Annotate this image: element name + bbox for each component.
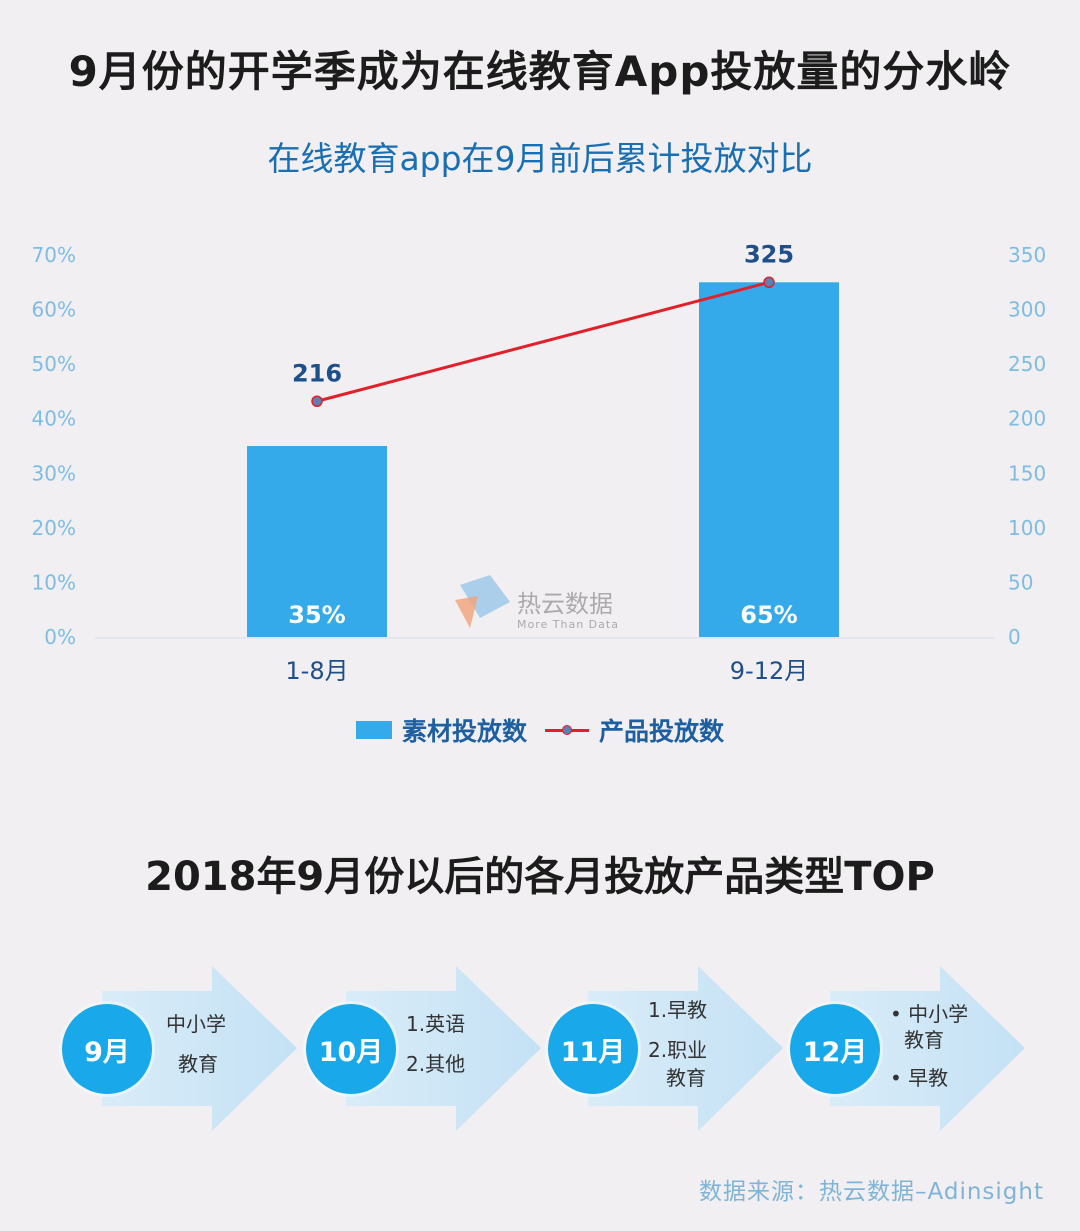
- step-text-line: 1.英语: [406, 1012, 466, 1036]
- bar-value-label: 65%: [740, 601, 797, 629]
- month-circle: 10月: [306, 1004, 396, 1094]
- left-tick-label: 40%: [32, 407, 76, 431]
- month-circle: 9月: [62, 1004, 152, 1094]
- line-value-label: 325: [744, 240, 794, 268]
- right-tick-label: 0: [1008, 625, 1021, 649]
- month-timeline: 9月 中小学 教育 10月 1.英语 2.其他 11月 1.早教 2.职业 教育 12月 • 中小学教…: [0, 966, 1080, 1136]
- left-tick-label: 20%: [32, 516, 76, 540]
- bar: [247, 446, 387, 637]
- watermark-logo-icon: [460, 575, 510, 618]
- x-tick-label: 1-8月: [285, 657, 348, 685]
- step-text-line: 1.早教: [648, 998, 708, 1022]
- arrow-shape: [830, 966, 1025, 1131]
- timeline-step: 10月 1.英语 2.其他: [306, 966, 546, 1131]
- right-tick-label: 250: [1008, 352, 1046, 376]
- section-title: 2018年9月份以后的各月投放产品类型TOP: [145, 854, 935, 900]
- chart-title: 在线教育app在9月前后累计投放对比: [267, 139, 813, 178]
- month-circle: 11月: [548, 1004, 638, 1094]
- watermark-logo-accent: [455, 596, 478, 628]
- left-tick-label: 30%: [32, 461, 76, 485]
- right-tick-label: 50: [1008, 570, 1033, 594]
- chart-legend: 素材投放数 产品投放数: [0, 712, 1080, 748]
- line-point: [311, 395, 323, 408]
- right-tick-label: 200: [1008, 407, 1046, 431]
- left-tick-label: 70%: [32, 243, 76, 267]
- left-tick-label: 60%: [32, 298, 76, 322]
- line-point: [763, 276, 775, 289]
- step-text-line: 2.其他: [406, 1052, 466, 1076]
- step-text-line: 2.职业: [648, 1038, 708, 1062]
- step-text-line: 中小学: [166, 1012, 226, 1036]
- step-text-line: • 早教: [890, 1066, 949, 1090]
- watermark-tagline: More Than Data: [517, 618, 619, 631]
- combo-chart: 0% 10% 20% 30% 40% 50% 60% 70% 0 50 100 150 200 250 3…: [32, 240, 1047, 685]
- right-tick-label: 350: [1008, 243, 1046, 267]
- x-tick-label: 9-12月: [730, 657, 808, 685]
- timeline-step: 12月 • 中小学 教育 • 早教: [790, 966, 1030, 1131]
- page-title: 9月份的开学季成为在线教育App投放量的分水岭: [68, 47, 1012, 96]
- legend-bar-swatch: [355, 721, 392, 739]
- line-series: [316, 280, 770, 403]
- arrow-shape: [588, 966, 783, 1131]
- step-text-line: 教育: [666, 1066, 706, 1090]
- left-tick-label: 10%: [32, 570, 76, 594]
- left-tick-label: 0%: [44, 625, 76, 649]
- data-source: 数据来源：热云数据–Adinsight: [699, 1179, 1044, 1205]
- timeline-step: 9月 中小学教育: [62, 966, 302, 1131]
- timeline-step: 11月 1.早教 2.职业教育: [548, 966, 788, 1131]
- right-tick-label: 300: [1008, 298, 1046, 322]
- bar: [699, 282, 839, 637]
- step-text-line: • 中小学: [890, 1002, 969, 1026]
- legend-line-label: 产品投放数: [599, 717, 725, 746]
- right-tick-label: 100: [1008, 516, 1046, 540]
- step-text-line: 教育: [904, 1028, 944, 1052]
- step-text-line: 教育: [178, 1052, 218, 1076]
- arrow-shape: [346, 966, 541, 1131]
- month-circle: 12月: [790, 1004, 880, 1094]
- right-tick-label: 150: [1008, 461, 1046, 485]
- arrow-shape: [102, 966, 297, 1131]
- legend-line-swatch: [545, 720, 589, 740]
- left-tick-label: 50%: [32, 352, 76, 376]
- line-value-label: 216: [292, 359, 342, 387]
- watermark-name: 热云数据: [517, 590, 613, 618]
- legend-bar-label: 素材投放数: [401, 717, 527, 746]
- bar-value-label: 35%: [288, 601, 345, 629]
